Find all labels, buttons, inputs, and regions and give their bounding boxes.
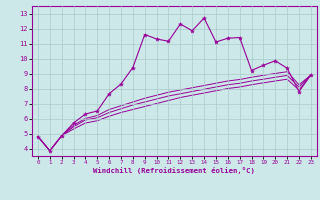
X-axis label: Windchill (Refroidissement éolien,°C): Windchill (Refroidissement éolien,°C) [93, 167, 255, 174]
